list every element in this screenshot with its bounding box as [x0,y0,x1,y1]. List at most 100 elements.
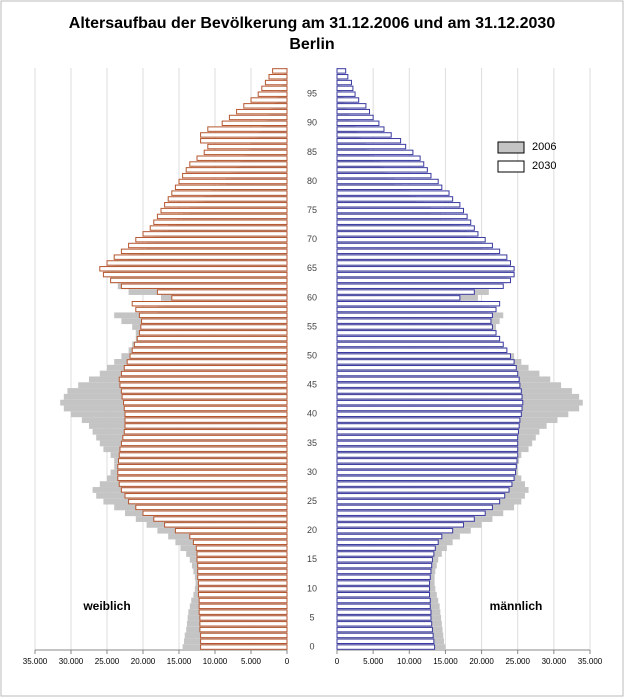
bar [272,68,288,74]
bar [117,475,288,482]
age-label: 65 [307,263,317,273]
bar [336,161,425,167]
age-label: 55 [307,321,317,331]
bar [336,434,519,441]
bar [120,248,288,255]
bar [118,458,288,464]
bar [120,487,288,493]
bar [336,114,374,121]
bar [336,591,431,598]
bar [336,68,347,74]
bar [198,603,288,610]
bar [200,644,288,650]
bar [336,644,436,650]
bar [336,289,475,295]
bar [142,510,288,516]
bar [138,330,288,336]
bar [197,562,288,569]
bar [123,365,288,371]
bar [122,434,288,441]
bar [131,300,288,307]
bar [133,341,288,348]
bar [124,423,288,429]
bar [336,91,356,97]
bar [336,487,510,493]
bar [336,557,433,563]
bar [264,79,288,86]
bar [160,207,288,214]
bar [336,283,504,289]
side-label: männlich [490,599,543,613]
bar [120,283,288,289]
bar [336,452,519,458]
bar [336,155,421,161]
bar [336,609,432,615]
bar [336,562,433,569]
bar [197,580,288,586]
bar [336,568,432,575]
bar [336,365,517,371]
bar [336,580,431,586]
age-label: 80 [307,176,317,186]
bar [336,370,519,377]
bar [142,231,288,237]
bar [336,324,493,330]
bar [141,318,288,324]
bar [199,615,288,621]
bar [336,516,475,522]
age-label: 40 [307,409,317,419]
bar [200,138,288,144]
bar [336,458,518,464]
bar [120,440,288,447]
age-label: 85 [307,147,317,157]
bar [174,527,288,534]
bar [336,376,520,383]
bar [117,463,288,470]
bar [336,440,519,447]
x-tick-label: 30.000 [59,657,84,666]
bar [189,533,288,540]
x-tick-label: 20.000 [469,657,494,666]
age-label: 5 [309,612,314,622]
age-label: 60 [307,292,317,302]
bar [199,626,288,633]
bar [336,429,519,435]
bar [336,522,464,528]
bar [336,504,493,511]
bar [102,271,288,278]
bar [336,184,443,191]
bar [336,248,501,255]
age-label: 15 [307,554,317,564]
x-tick-label: 0 [335,657,340,666]
bar [128,242,288,249]
bar [336,586,431,592]
bar [199,621,288,627]
bar [336,213,468,220]
bar [336,330,497,336]
bar [336,132,392,138]
bar [336,475,515,482]
bar [336,626,433,633]
bar [250,97,288,103]
bar [336,306,497,313]
bar [336,382,521,388]
bar [268,74,288,80]
bar [336,312,493,319]
bar [336,493,506,499]
bar [123,429,288,435]
bar [123,405,288,412]
bar [336,178,439,185]
bar [336,463,517,470]
chart-title: Altersaufbau der Bevölkerung am 31.12.20… [69,15,556,32]
bar [336,219,472,225]
bar [336,615,432,621]
bar [336,225,475,231]
bar [196,557,288,563]
bar [110,277,288,284]
x-tick-label: 5.000 [241,657,262,666]
bar [336,359,515,365]
bar [336,341,504,348]
bar [197,591,288,598]
bar [336,149,414,156]
